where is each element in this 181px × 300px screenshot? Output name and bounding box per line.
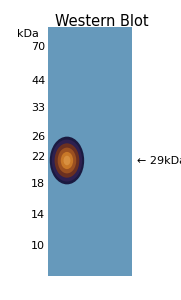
Ellipse shape [61,152,73,169]
Text: 26: 26 [31,131,45,142]
Text: ← 29kDa: ← 29kDa [137,155,181,166]
Text: kDa: kDa [17,29,39,39]
Bar [48,27,132,276]
Text: 44: 44 [31,76,45,86]
Ellipse shape [52,140,82,182]
Text: 14: 14 [31,210,45,220]
Text: 18: 18 [31,178,45,189]
Ellipse shape [50,136,84,184]
Text: 33: 33 [31,103,45,113]
Text: Western Blot: Western Blot [55,14,149,28]
Ellipse shape [58,148,76,173]
Text: 22: 22 [31,152,45,163]
Ellipse shape [55,143,79,178]
Text: 10: 10 [31,241,45,251]
Text: 70: 70 [31,41,45,52]
Ellipse shape [64,156,70,165]
